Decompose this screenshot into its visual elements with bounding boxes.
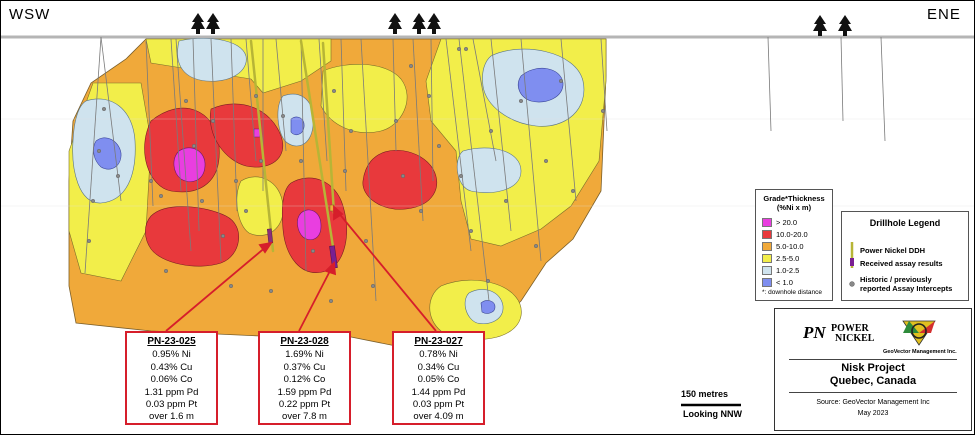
legend-swatch: [762, 230, 772, 239]
legend-swatch: [762, 278, 772, 287]
zone-gt20-middle: [297, 209, 322, 240]
logo-line-2: NICKEL: [835, 333, 875, 344]
callout-line: 1.59 ppm Pd: [277, 386, 332, 398]
power-nickel-logo-text: POWER NICKEL: [831, 324, 874, 344]
zone-lt1-east: [518, 67, 564, 103]
callout-line: over 4.09 m: [413, 411, 464, 423]
callout-arrows: [165, 205, 437, 332]
source-block: Source: GeoVector Management Inc May 202…: [775, 397, 971, 419]
project-name: Nisk Project: [841, 362, 905, 374]
callout-line: 0.03 ppm Pt: [412, 399, 465, 411]
callout-line: 0.22 ppm Pt: [278, 399, 331, 411]
power-nickel-logo-icon: PN: [803, 323, 826, 342]
zone-10-20-east: [362, 149, 438, 210]
drillhole-legend-title: Drillhole Legend: [869, 218, 941, 228]
callout-pn-23-025: PN-23-025 0.95% Ni 0.43% Cu 0.06% Co 1.3…: [125, 331, 218, 425]
callout-title: PN-23-027: [414, 336, 463, 347]
legend-item: > 20.0: [762, 218, 797, 227]
zone-lt1-south: [480, 300, 496, 314]
callout-line: 0.05% Co: [417, 374, 460, 386]
legend-label: 10.0-20.0: [776, 230, 808, 239]
title-divider: [789, 392, 957, 393]
geovector-caption: GeoVector Management Inc.: [883, 349, 957, 355]
callout-title: PN-23-028: [280, 336, 329, 347]
callout-line: 0.34% Cu: [417, 361, 460, 373]
callout-line: 1.44 ppm Pd: [411, 386, 466, 398]
callout-pn-23-028: PN-23-028 1.69% Ni 0.37% Cu 0.12% Co 1.5…: [258, 331, 351, 425]
drillhole-legend-item: Historic / previously reported Assay Int…: [860, 275, 953, 293]
zone-lt1-centre: [290, 116, 305, 136]
date-text: May 2023: [857, 410, 889, 417]
legend-label: > 20.0: [776, 218, 798, 227]
project-location: Quebec, Canada: [829, 375, 917, 387]
callout-line: over 1.6 m: [149, 411, 194, 423]
legend-item: 5.0-10.0: [762, 242, 804, 251]
legend-swatch: [762, 218, 772, 227]
historic-intercepts: [86, 47, 606, 304]
callout-line: 1.31 ppm Pd: [144, 386, 199, 398]
direction-west-label: WSW: [9, 6, 51, 23]
historic-drillholes: [84, 36, 886, 302]
callout-line: 0.37% Cu: [283, 361, 326, 373]
callout-line: 0.95% Ni: [152, 349, 191, 361]
project-title: Nisk Project Quebec, Canada: [775, 362, 971, 388]
legend-label: < 1.0: [776, 278, 793, 287]
legend-swatch: [762, 242, 772, 251]
legend-title: Grade*Thickness: [763, 194, 825, 203]
grade-thickness-legend: Grade*Thickness (%Ni x m) > 20.0 10.0-20…: [755, 189, 833, 301]
tree-icons: [191, 13, 852, 36]
logos: PN POWER NICKEL GeoVector Management Inc…: [781, 319, 967, 365]
scale-label: 150 metres: [681, 389, 729, 399]
legend-item: < 1.0: [762, 278, 793, 287]
legend-item: 1.0-2.5: [762, 266, 799, 275]
geovector-logo-icon: [902, 320, 936, 346]
legend-item: 2.5-5.0: [762, 254, 799, 263]
title-divider: [789, 359, 957, 360]
callout-line: 0.12% Co: [283, 374, 326, 386]
callout-line: over 7.8 m: [282, 411, 327, 423]
view-direction-label: Looking NNW: [683, 409, 742, 419]
callout-line: 0.43% Cu: [150, 361, 193, 373]
power-nickel-ddh: [249, 39, 338, 268]
drillhole-legend-symbols: [849, 242, 855, 287]
drillhole-legend-item: Received assay results: [860, 259, 943, 268]
zone-10-20-centre-upper: [209, 103, 283, 168]
title-block: PN POWER NICKEL GeoVector Management Inc…: [774, 308, 972, 431]
callout-line: 1.69% Ni: [285, 349, 324, 361]
direction-east-label: ENE: [927, 6, 961, 23]
source-text: Source: GeoVector Management Inc: [816, 399, 930, 406]
legend-footnote: *: downhole distance: [762, 289, 822, 296]
legend-label: 1.0-2.5: [776, 266, 800, 275]
legend-item: 10.0-20.0: [762, 230, 808, 239]
drillhole-legend-item: Power Nickel DDH: [860, 246, 926, 255]
callout-line: 0.78% Ni: [419, 349, 458, 361]
legend-label: 2.5-5.0: [776, 254, 800, 263]
legend-swatch: [762, 266, 772, 275]
legend-subtitle: (%Ni x m): [776, 203, 812, 212]
legend-swatch: [762, 254, 772, 263]
logo-line-1: POWER: [831, 323, 869, 334]
legend-label: 5.0-10.0: [776, 242, 804, 251]
callout-pn-23-027: PN-23-027 0.78% Ni 0.34% Cu 0.05% Co 1.4…: [392, 331, 485, 425]
drillhole-legend: Drillhole Legend Power Nickel DDH Receiv…: [841, 211, 969, 301]
callout-line: 0.03 ppm Pt: [145, 399, 198, 411]
callout-line: 0.06% Co: [150, 374, 193, 386]
zone-1-2.5-southeast: [456, 147, 522, 193]
callout-title: PN-23-025: [147, 336, 196, 347]
